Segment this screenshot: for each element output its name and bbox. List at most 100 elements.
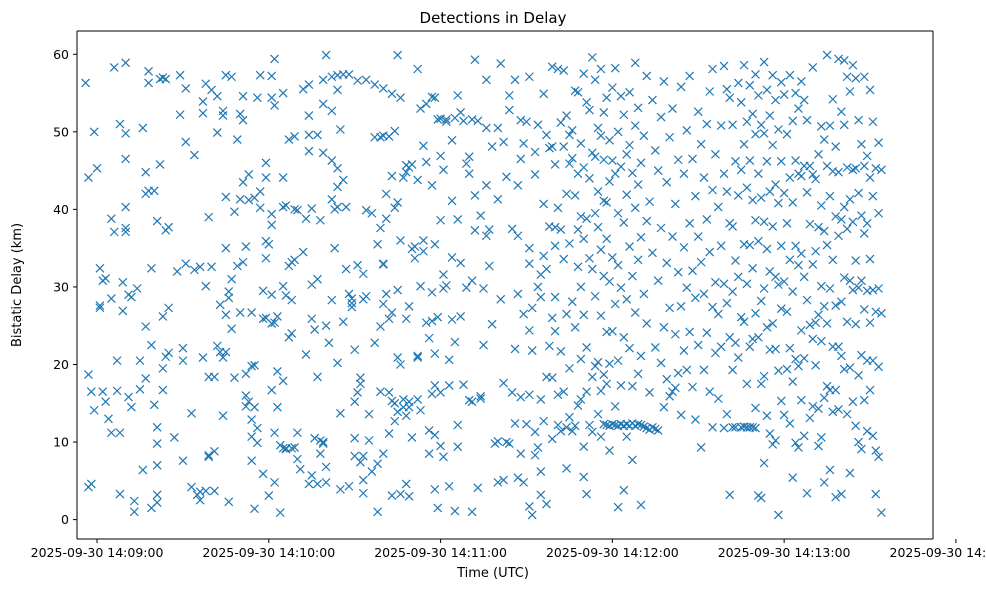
data-point-marker [556, 225, 566, 234]
data-point-marker [799, 431, 809, 441]
data-point-marker [834, 405, 843, 414]
data-point-marker [776, 156, 786, 166]
data-point-marker [344, 70, 354, 79]
data-point-marker [791, 354, 801, 364]
data-point-marker [278, 88, 288, 98]
data-point-marker [693, 232, 703, 241]
data-point-marker [209, 372, 219, 382]
data-point-marker [261, 173, 271, 183]
data-point-marker [616, 381, 626, 390]
data-point-marker [854, 188, 863, 198]
data-point-marker [255, 70, 265, 80]
data-point-marker [816, 201, 826, 210]
data-point-marker [321, 50, 331, 60]
data-point-marker [467, 507, 477, 517]
data-point-marker [825, 191, 835, 201]
data-point-marker [670, 329, 680, 339]
data-point-marker [470, 190, 480, 200]
data-point-marker [149, 186, 159, 196]
data-point-marker [172, 267, 182, 276]
data-point-marker [396, 93, 405, 103]
data-point-marker [613, 127, 623, 137]
data-point-marker [252, 93, 262, 103]
data-point-marker [808, 334, 818, 344]
data-point-marker [685, 71, 695, 81]
data-point-marker [250, 504, 259, 514]
data-point-marker [590, 208, 600, 218]
data-point-marker [562, 189, 571, 199]
data-point-marker [751, 423, 760, 433]
data-point-marker [765, 187, 775, 196]
data-point-marker [733, 190, 743, 200]
data-point-marker [439, 452, 448, 462]
data-point-marker [519, 139, 529, 148]
data-point-marker [616, 91, 626, 101]
data-point-marker [161, 74, 171, 84]
data-point-marker [333, 85, 342, 95]
data-point-marker [106, 428, 116, 438]
data-point-marker [427, 180, 437, 190]
data-point-marker [679, 169, 689, 179]
data-point-marker [307, 470, 317, 480]
data-point-marker [610, 401, 620, 411]
data-point-marker [539, 89, 549, 99]
data-point-marker [645, 387, 654, 397]
data-point-marker [430, 381, 440, 390]
data-point-marker [653, 166, 663, 176]
data-point-marker [86, 387, 96, 397]
data-point-marker [141, 322, 151, 331]
data-point-marker [479, 340, 488, 350]
data-point-marker [267, 290, 277, 300]
data-point-marker [576, 354, 586, 364]
data-point-marker [407, 432, 417, 442]
data-point-marker [424, 333, 434, 343]
data-point-marker [788, 116, 798, 126]
data-point-marker [258, 469, 268, 479]
data-point-marker [768, 439, 778, 449]
data-point-marker [785, 343, 795, 353]
data-point-marker [559, 254, 569, 264]
data-point-marker [719, 423, 729, 433]
x-tick-label: 2025-09-30 14:14:00 [890, 545, 986, 560]
data-point-marker [636, 420, 646, 430]
data-point-marker [444, 481, 454, 491]
data-point-marker [619, 332, 629, 342]
data-point-marker [109, 227, 119, 237]
data-point-marker [255, 203, 265, 213]
data-point-marker [742, 379, 752, 389]
data-point-marker [564, 412, 574, 422]
data-point-marker [209, 446, 219, 456]
data-point-marker [673, 267, 683, 277]
data-point-marker [639, 131, 649, 141]
data-point-marker [456, 258, 466, 268]
data-point-marker [587, 148, 597, 158]
data-point-marker [731, 156, 740, 166]
data-point-marker [149, 400, 159, 410]
data-point-marker [327, 72, 337, 82]
data-point-marker [839, 56, 849, 65]
data-point-marker [232, 135, 242, 145]
data-point-marker [842, 409, 852, 419]
data-point-marker [811, 318, 821, 328]
data-point-marker [350, 397, 360, 407]
data-point-marker [513, 473, 523, 483]
data-point-marker [653, 276, 663, 286]
data-point-marker [195, 262, 205, 272]
data-point-marker [272, 311, 282, 321]
data-point-marker [808, 401, 818, 411]
data-point-marker [370, 338, 380, 348]
data-point-marker [204, 212, 214, 222]
data-point-marker [859, 161, 869, 171]
data-point-marker [493, 477, 503, 487]
data-point-marker [198, 108, 208, 118]
data-point-marker [106, 294, 116, 303]
data-point-marker [218, 353, 228, 362]
y-tick-label: 50 [53, 124, 69, 139]
data-point-marker [585, 420, 594, 430]
data-point-marker [95, 263, 105, 273]
data-point-marker [636, 500, 646, 510]
data-point-marker [473, 483, 483, 493]
data-point-marker [745, 80, 755, 90]
data-point-marker [293, 454, 302, 464]
data-point-marker [510, 344, 520, 354]
